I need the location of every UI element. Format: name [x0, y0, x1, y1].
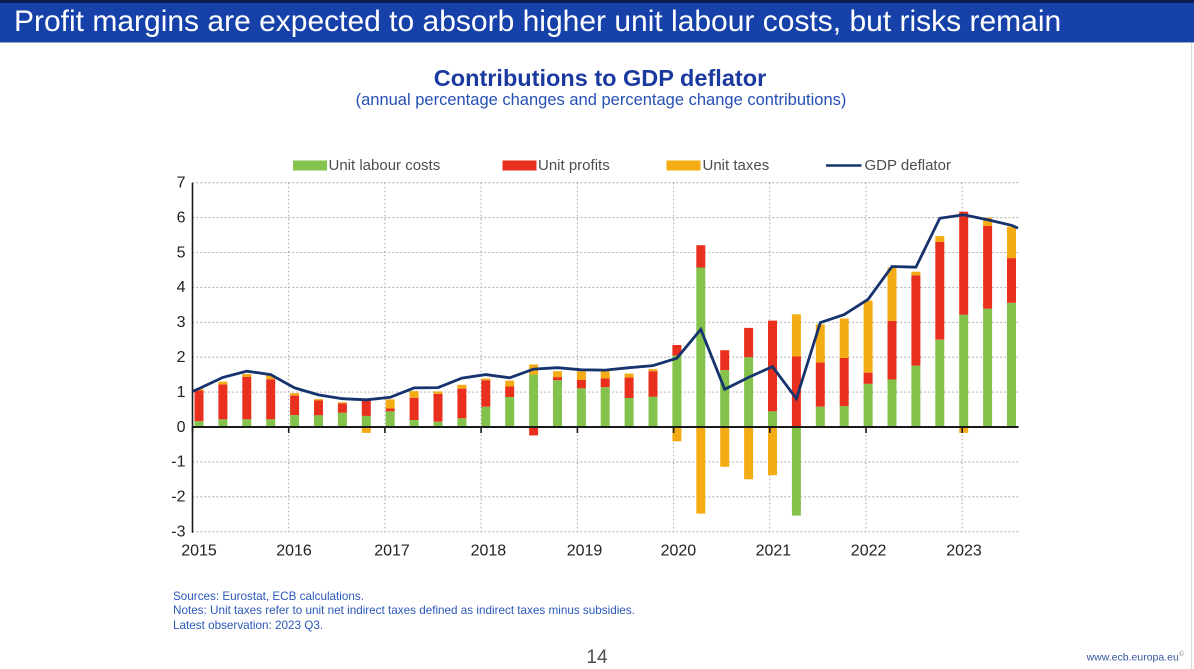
svg-text:-2: -2 — [171, 489, 185, 506]
svg-text:2017: 2017 — [374, 543, 410, 560]
svg-text:-3: -3 — [171, 524, 185, 541]
svg-text:6: 6 — [177, 209, 186, 226]
svg-text:Unit profits: Unit profits — [538, 157, 610, 174]
svg-text:0: 0 — [177, 419, 186, 436]
svg-text:2018: 2018 — [471, 543, 507, 560]
svg-text:2021: 2021 — [756, 543, 792, 560]
svg-text:GDP deflator: GDP deflator — [865, 157, 951, 174]
svg-text:Unit labour costs: Unit labour costs — [329, 157, 441, 174]
svg-text:2: 2 — [177, 349, 186, 366]
svg-text:2015: 2015 — [181, 543, 217, 560]
svg-text:Unit taxes: Unit taxes — [703, 157, 770, 174]
svg-text:2023: 2023 — [946, 543, 982, 560]
svg-text:4: 4 — [177, 279, 186, 296]
svg-text:3: 3 — [177, 314, 186, 331]
svg-text:-1: -1 — [171, 454, 185, 471]
svg-text:2016: 2016 — [276, 543, 312, 560]
svg-text:7: 7 — [177, 175, 186, 192]
svg-text:2020: 2020 — [661, 543, 697, 560]
svg-text:2022: 2022 — [851, 543, 887, 560]
svg-text:1: 1 — [177, 384, 186, 401]
svg-text:2019: 2019 — [567, 543, 603, 560]
svg-text:5: 5 — [177, 244, 186, 261]
